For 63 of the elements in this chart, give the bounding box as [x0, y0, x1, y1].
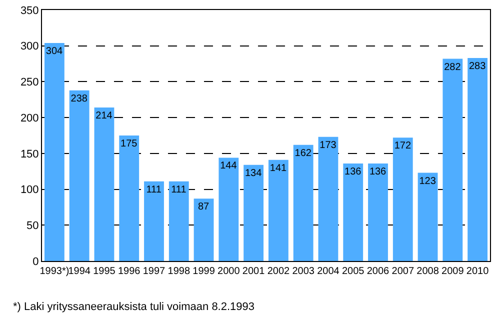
data-label: 282 — [444, 62, 462, 73]
y-tick-label: 0 — [32, 256, 39, 268]
x-tick-label: 1996 — [118, 266, 141, 277]
data-label: 136 — [344, 166, 362, 178]
x-tick-label: 1994 — [68, 266, 91, 277]
bar — [418, 172, 438, 261]
data-label: 214 — [96, 110, 113, 122]
bar — [69, 90, 90, 261]
bar — [119, 136, 140, 261]
data-label: 123 — [419, 176, 436, 187]
bar — [168, 181, 189, 261]
bar — [94, 108, 114, 261]
bar — [468, 58, 488, 261]
x-tick-label: 2004 — [317, 266, 340, 277]
x-tick-label: 1999 — [192, 266, 216, 277]
x-tick-label: 2002 — [267, 266, 290, 277]
x-tick-label: 2003 — [292, 266, 315, 277]
bar — [343, 163, 364, 261]
y-tick-label: 250 — [20, 76, 39, 89]
data-label: 111 — [171, 184, 187, 196]
x-tick-label: 1995 — [93, 266, 116, 277]
y-tick-label: 200 — [20, 112, 39, 124]
x-tick-label: 2010 — [466, 266, 490, 277]
bar — [44, 42, 64, 261]
data-label: 238 — [70, 93, 88, 104]
bar — [244, 164, 264, 261]
bar — [268, 160, 288, 261]
y-tick-label: 300 — [20, 40, 39, 53]
x-tick-label: 2001 — [242, 266, 266, 277]
bar — [218, 158, 239, 261]
y-tick-label: 100 — [20, 184, 39, 196]
data-label: 304 — [46, 46, 64, 57]
data-label: 144 — [220, 160, 238, 172]
x-tick-label: 2007 — [392, 266, 414, 277]
x-tick-label: 2005 — [342, 266, 365, 277]
x-tick-label: 2006 — [366, 266, 390, 277]
data-label: 175 — [120, 138, 138, 150]
data-label: 111 — [146, 184, 162, 196]
x-tick-label: 2009 — [442, 266, 464, 277]
x-tick-label: 2000 — [218, 266, 240, 277]
bar — [318, 136, 338, 261]
data-label: 162 — [294, 148, 312, 159]
text: *) Laki yrityssaneerauksista tuli voimaan 8.2.1993 — [13, 301, 255, 313]
bar — [293, 144, 314, 261]
x-tick-label: 2008 — [416, 266, 440, 277]
data-label: 141 — [270, 162, 288, 174]
data-label: 283 — [468, 61, 486, 72]
data-label: 136 — [369, 166, 387, 178]
data-label: 173 — [320, 140, 337, 151]
x-tick-label: 1998 — [168, 266, 190, 277]
x-tick-label: 1993*) — [40, 266, 70, 277]
bar — [194, 198, 214, 261]
data-label: 134 — [244, 168, 262, 179]
data-label: 172 — [394, 140, 412, 152]
bar — [368, 163, 388, 261]
x-tick-label: 1997 — [142, 266, 166, 277]
y-tick-label: 150 — [20, 148, 39, 160]
bar — [392, 138, 413, 261]
bar — [144, 181, 164, 261]
y-tick-label: 350 — [20, 4, 39, 17]
bar — [442, 58, 463, 261]
data-label: 87 — [198, 202, 210, 213]
y-tick-label: 50 — [26, 220, 39, 232]
